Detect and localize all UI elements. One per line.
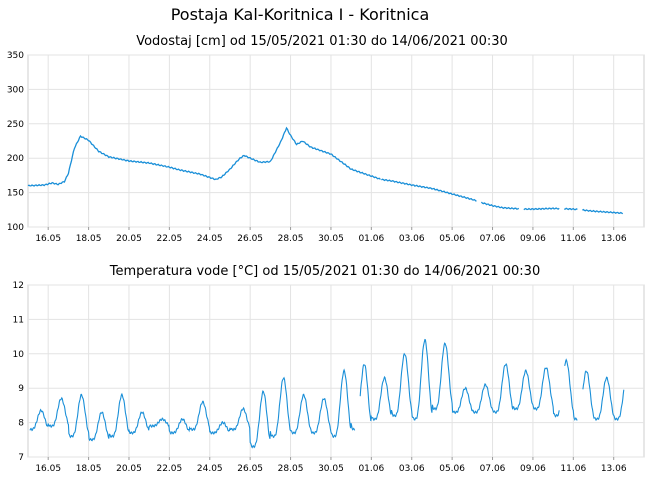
water-temperature-series-line bbox=[29, 338, 625, 449]
water-temperature-x-tick-label: 07.06 bbox=[480, 464, 506, 474]
water-temperature-y-tick-label: 10 bbox=[13, 350, 25, 360]
water-level-x-tick-label: 09.06 bbox=[520, 234, 546, 244]
water-temperature-y-tick-label: 11 bbox=[13, 315, 24, 325]
water-temperature-x-tick-label: 22.05 bbox=[156, 464, 182, 474]
water-temperature-x-tick-label: 09.06 bbox=[520, 464, 546, 474]
water-level-y-tick-label: 300 bbox=[7, 85, 24, 95]
water-level-x-tick-label: 03.06 bbox=[399, 234, 425, 244]
water-temperature-plot-area bbox=[27, 284, 645, 458]
water-temperature-y-tick-label: 12 bbox=[13, 281, 24, 291]
water-temperature-x-tick-label: 16.05 bbox=[35, 464, 61, 474]
water-temperature-y-tick-label: 7 bbox=[18, 453, 24, 463]
water-temperature-chart: Temperatura vode [°C] od 15/05/2021 01:3… bbox=[13, 264, 645, 474]
water-level-x-tick-label: 07.06 bbox=[480, 234, 506, 244]
water-level-x-tick-label: 16.05 bbox=[35, 234, 61, 244]
water-level-y-tick-label: 100 bbox=[7, 223, 24, 233]
water-temperature-x-tick-label: 13.06 bbox=[601, 464, 627, 474]
water-level-x-tick-label: 26.05 bbox=[237, 234, 263, 244]
page-title: Postaja Kal-Koritnica I - Koritnica bbox=[171, 5, 430, 24]
water-level-x-tick-label: 20.05 bbox=[116, 234, 142, 244]
water-level-x-tick-label: 11.06 bbox=[560, 234, 586, 244]
water-level-x-tick-label: 18.05 bbox=[76, 234, 102, 244]
water-level-chart: Vodostaj [cm] od 15/05/2021 01:30 do 14/… bbox=[7, 34, 645, 244]
water-level-y-tick-label: 200 bbox=[7, 154, 24, 164]
water-temperature-x-tick-label: 11.06 bbox=[560, 464, 586, 474]
water-level-x-tick-label: 05.06 bbox=[439, 234, 465, 244]
water-level-x-tick-label: 24.05 bbox=[197, 234, 223, 244]
water-level-series-line bbox=[381, 178, 624, 215]
water-temperature-y-tick-label: 8 bbox=[18, 419, 24, 429]
water-temperature-x-tick-label: 30.05 bbox=[318, 464, 344, 474]
water-level-x-tick-label: 22.05 bbox=[156, 234, 182, 244]
water-temperature-x-tick-label: 03.06 bbox=[399, 464, 425, 474]
water-level-title: Vodostaj [cm] od 15/05/2021 01:30 do 14/… bbox=[136, 34, 508, 49]
water-temperature-x-tick-label: 26.05 bbox=[237, 464, 263, 474]
water-level-y-tick-label: 250 bbox=[7, 120, 24, 130]
water-level-x-tick-label: 01.06 bbox=[358, 234, 384, 244]
water-level-y-tick-label: 350 bbox=[7, 51, 24, 61]
water-temperature-title: Temperatura vode [°C] od 15/05/2021 01:3… bbox=[109, 264, 540, 279]
water-level-x-tick-label: 13.06 bbox=[601, 234, 627, 244]
water-temperature-x-tick-label: 18.05 bbox=[76, 464, 102, 474]
water-level-x-tick-label: 28.05 bbox=[278, 234, 304, 244]
water-level-plot-area bbox=[27, 54, 645, 228]
water-temperature-x-tick-label: 05.06 bbox=[439, 464, 465, 474]
water-temperature-x-tick-label: 01.06 bbox=[358, 464, 384, 474]
water-temperature-x-tick-label: 24.05 bbox=[197, 464, 223, 474]
water-level-y-tick-label: 150 bbox=[7, 189, 24, 199]
water-temperature-x-tick-label: 20.05 bbox=[116, 464, 142, 474]
water-level-series-line bbox=[27, 126, 381, 187]
water-temperature-x-tick-label: 28.05 bbox=[278, 464, 304, 474]
water-temperature-y-tick-label: 9 bbox=[18, 384, 24, 394]
water-level-x-tick-label: 30.05 bbox=[318, 234, 344, 244]
